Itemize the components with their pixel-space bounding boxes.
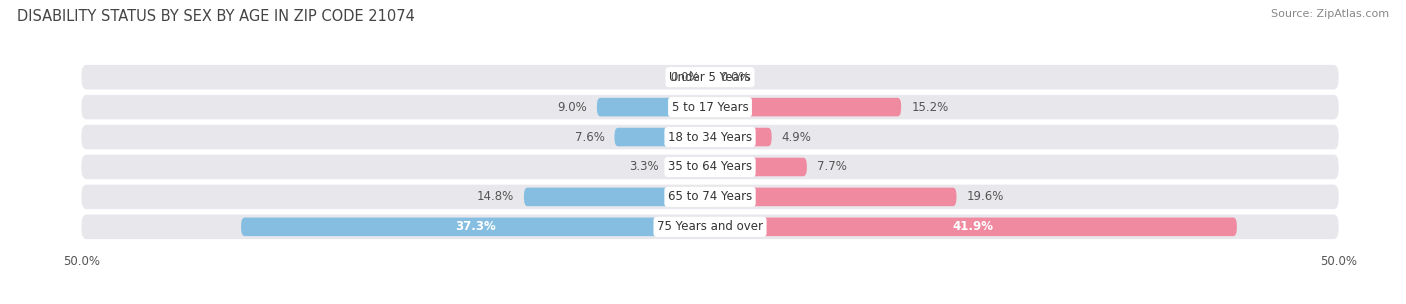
Text: 3.3%: 3.3% [628, 161, 658, 174]
Text: 4.9%: 4.9% [782, 130, 811, 143]
Text: 14.8%: 14.8% [477, 190, 515, 203]
FancyBboxPatch shape [710, 158, 807, 176]
Text: 9.0%: 9.0% [557, 101, 586, 114]
Text: 65 to 74 Years: 65 to 74 Years [668, 190, 752, 203]
FancyBboxPatch shape [614, 128, 710, 146]
Text: Under 5 Years: Under 5 Years [669, 71, 751, 84]
Text: DISABILITY STATUS BY SEX BY AGE IN ZIP CODE 21074: DISABILITY STATUS BY SEX BY AGE IN ZIP C… [17, 9, 415, 24]
FancyBboxPatch shape [82, 125, 1339, 149]
Text: 5 to 17 Years: 5 to 17 Years [672, 101, 748, 114]
FancyBboxPatch shape [710, 98, 901, 116]
FancyBboxPatch shape [82, 95, 1339, 119]
Text: 15.2%: 15.2% [911, 101, 949, 114]
Text: 19.6%: 19.6% [966, 190, 1004, 203]
FancyBboxPatch shape [82, 185, 1339, 209]
FancyBboxPatch shape [82, 215, 1339, 239]
Text: 41.9%: 41.9% [953, 220, 994, 233]
Text: 37.3%: 37.3% [456, 220, 496, 233]
FancyBboxPatch shape [710, 218, 1237, 236]
FancyBboxPatch shape [82, 65, 1339, 89]
Text: 7.6%: 7.6% [575, 130, 605, 143]
FancyBboxPatch shape [668, 158, 710, 176]
Legend: Male, Female: Male, Female [638, 302, 782, 304]
FancyBboxPatch shape [82, 155, 1339, 179]
FancyBboxPatch shape [710, 188, 956, 206]
Text: Source: ZipAtlas.com: Source: ZipAtlas.com [1271, 9, 1389, 19]
FancyBboxPatch shape [598, 98, 710, 116]
FancyBboxPatch shape [710, 128, 772, 146]
Text: 18 to 34 Years: 18 to 34 Years [668, 130, 752, 143]
Text: 35 to 64 Years: 35 to 64 Years [668, 161, 752, 174]
Text: 0.0%: 0.0% [671, 71, 700, 84]
Text: 7.7%: 7.7% [817, 161, 846, 174]
Text: 75 Years and over: 75 Years and over [657, 220, 763, 233]
FancyBboxPatch shape [240, 218, 710, 236]
Text: 0.0%: 0.0% [720, 71, 749, 84]
FancyBboxPatch shape [524, 188, 710, 206]
